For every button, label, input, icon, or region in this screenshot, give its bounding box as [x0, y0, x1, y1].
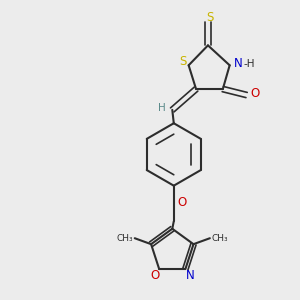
- Text: S: S: [179, 55, 186, 68]
- Text: -H: -H: [243, 59, 255, 69]
- Text: H: H: [158, 103, 166, 113]
- Text: O: O: [250, 87, 260, 100]
- Text: N: N: [234, 57, 242, 70]
- Text: CH₃: CH₃: [117, 234, 134, 243]
- Text: O: O: [150, 269, 159, 282]
- Text: S: S: [206, 11, 213, 24]
- Text: N: N: [185, 269, 194, 282]
- Text: O: O: [178, 196, 187, 208]
- Text: CH₃: CH₃: [211, 234, 228, 243]
